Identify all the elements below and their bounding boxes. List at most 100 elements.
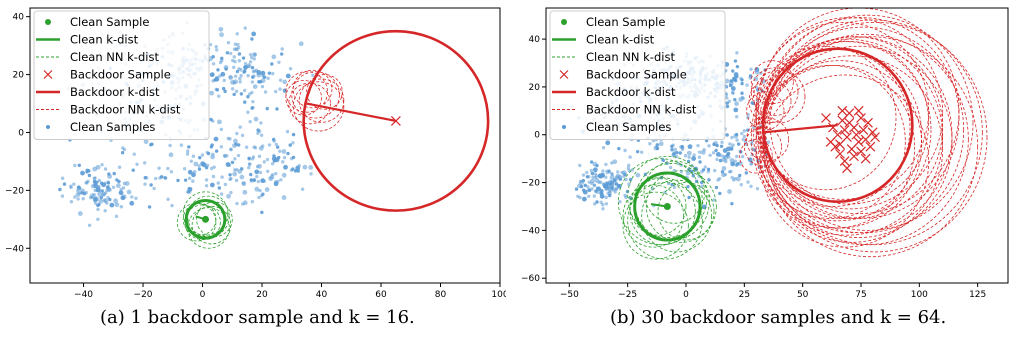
clean-samples-point bbox=[686, 184, 690, 189]
x-tick-label: 60 bbox=[375, 290, 387, 300]
y-tick-label: 20 bbox=[13, 71, 25, 81]
backdoor-sample-stroke bbox=[865, 141, 876, 152]
clean-samples-point bbox=[94, 180, 98, 185]
legend-label: Clean k-dist bbox=[70, 33, 139, 47]
clean-samples-point bbox=[272, 159, 277, 163]
axes-frame bbox=[545, 7, 1009, 284]
clean-samples-point bbox=[239, 174, 245, 180]
clean-samples-point bbox=[96, 207, 100, 212]
clean-samples-point bbox=[159, 175, 164, 179]
clean-samples-point bbox=[187, 169, 193, 175]
clean-samples-point bbox=[204, 178, 209, 182]
clean-samples-point bbox=[77, 163, 81, 167]
panel-a: −40 −20 0 20 40 60 80 100 −40 −20 0 20 40 Clean Sampl… bbox=[0, 0, 509, 300]
clean-samples-point bbox=[291, 155, 296, 160]
clean-samples-point bbox=[288, 66, 293, 71]
clean-samples-point bbox=[248, 60, 253, 64]
backdoor-nn-kdist-circle bbox=[757, 60, 923, 229]
clean-samples-point bbox=[738, 97, 744, 102]
clean-nn-kdist-circle bbox=[643, 160, 706, 224]
clean-samples-point bbox=[748, 74, 753, 78]
backdoor-sample-stroke bbox=[853, 136, 864, 147]
legend-marker-backdoor-sample bbox=[559, 70, 569, 79]
clean-samples-point bbox=[581, 173, 586, 177]
clean-samples-point bbox=[106, 181, 111, 185]
clean-samples-point bbox=[131, 168, 135, 172]
clean-samples-point bbox=[252, 178, 257, 182]
clean-samples-point bbox=[243, 26, 247, 30]
clean-samples-point bbox=[109, 202, 115, 208]
clean-samples-point bbox=[690, 164, 694, 168]
clean-samples-point bbox=[727, 189, 732, 194]
clean-samples-point bbox=[221, 86, 226, 91]
clean-samples-point bbox=[266, 76, 270, 80]
clean-samples-point bbox=[253, 52, 257, 57]
clean-samples-point bbox=[639, 150, 644, 154]
clean-samples-point bbox=[592, 167, 598, 173]
clean-samples-point bbox=[255, 174, 259, 179]
clean-samples-point bbox=[226, 193, 231, 199]
clean-samples-point bbox=[255, 164, 260, 169]
clean-samples-point bbox=[249, 172, 253, 177]
backdoor-sample-marker bbox=[853, 105, 864, 116]
clean-samples-point bbox=[233, 79, 239, 85]
clean-samples-point bbox=[687, 167, 691, 172]
clean-samples-point bbox=[620, 170, 624, 175]
clean-samples-point bbox=[168, 143, 172, 148]
clean-samples-point bbox=[193, 161, 199, 167]
legend-box bbox=[549, 10, 726, 140]
clean-samples-point bbox=[267, 143, 272, 147]
clean-samples-point bbox=[163, 176, 168, 180]
clean-samples-point bbox=[661, 158, 665, 163]
backdoor-nn-kdist-circle bbox=[762, 19, 983, 246]
clean-samples-point bbox=[597, 173, 603, 179]
clean-samples-point bbox=[604, 195, 608, 200]
clean-samples-point bbox=[592, 183, 597, 187]
clean-samples-point bbox=[635, 172, 641, 178]
y-tick-label: 0 bbox=[534, 131, 540, 141]
clean-nn-kdist-circle bbox=[187, 195, 230, 238]
clean-samples-point bbox=[197, 164, 201, 168]
clean-samples-point bbox=[107, 172, 111, 176]
legend-label: Backdoor Sample bbox=[586, 68, 687, 82]
x-tick-label: 75 bbox=[855, 290, 866, 300]
backdoor-sample-marker bbox=[842, 163, 852, 174]
clean-samples-point bbox=[187, 145, 191, 149]
clean-samples-point bbox=[73, 195, 77, 199]
clean-samples-point bbox=[718, 158, 723, 163]
clean-samples-point bbox=[722, 148, 728, 153]
clean-samples-point bbox=[589, 168, 594, 173]
legend-marker-clean-sample bbox=[561, 19, 567, 25]
backdoor-sample-stroke bbox=[858, 125, 869, 135]
legend: Clean Sample Clean k-dist Clean NN k-dist B… bbox=[33, 10, 210, 140]
backdoor-nn-kdist-circle bbox=[755, 21, 930, 200]
clean-samples-point bbox=[616, 170, 620, 174]
clean-samples-point bbox=[735, 138, 739, 142]
clean-samples-point bbox=[232, 55, 236, 59]
clean-samples-point bbox=[111, 185, 116, 189]
clean-samples-point bbox=[733, 159, 737, 163]
clean-samples-point bbox=[687, 155, 691, 159]
clean-samples-point bbox=[117, 165, 122, 169]
clean-samples-point bbox=[586, 185, 590, 189]
clean-samples-point bbox=[256, 179, 261, 184]
clean-samples-point bbox=[687, 144, 693, 150]
clean-samples-point bbox=[745, 83, 749, 87]
clean-samples-point bbox=[256, 131, 260, 135]
clean-samples-point bbox=[655, 146, 660, 151]
legend-marker-clean-samples bbox=[562, 125, 566, 129]
clean-samples-point bbox=[261, 74, 265, 78]
clean-samples-point bbox=[685, 170, 691, 176]
clean-samples-point bbox=[95, 164, 101, 170]
clean-samples-point bbox=[629, 196, 633, 200]
clean-samples-point bbox=[143, 182, 147, 186]
clean-samples-point bbox=[275, 145, 280, 149]
clean-samples-point bbox=[614, 175, 620, 181]
clean-samples-point bbox=[240, 167, 244, 171]
x-tick-label: 25 bbox=[739, 290, 750, 300]
clean-samples-point bbox=[614, 187, 618, 191]
clean-samples-point bbox=[738, 173, 742, 178]
clean-samples-point bbox=[697, 155, 702, 159]
clean-samples-point bbox=[187, 176, 192, 181]
clean-samples-point bbox=[673, 147, 678, 152]
